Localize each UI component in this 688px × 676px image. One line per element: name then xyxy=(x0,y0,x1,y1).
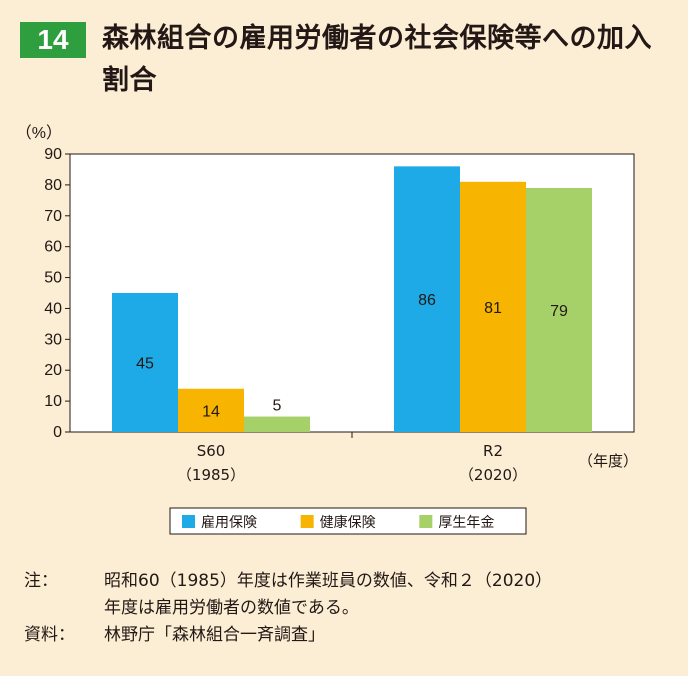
y-axis-unit: （%） xyxy=(16,124,62,142)
note-label: 注： xyxy=(24,571,58,591)
y-tick-label: 0 xyxy=(53,424,62,441)
bar xyxy=(526,187,592,432)
legend-box xyxy=(169,507,527,535)
note-text-line-1: 昭和60（1985）年度は作業班員の数値、令和２（2020） xyxy=(104,571,553,591)
x-category-sublabel: （1985） xyxy=(177,466,245,484)
y-tick-label: 90 xyxy=(44,146,62,163)
bar xyxy=(244,416,310,432)
bar xyxy=(460,181,526,432)
y-tick-label: 80 xyxy=(44,177,62,194)
y-tick-label: 60 xyxy=(44,239,62,256)
legend-label: 健康保険 xyxy=(320,514,376,531)
bar-value-label: 45 xyxy=(136,356,154,373)
chart-notes: 注： 昭和60（1985）年度は作業班員の数値、令和２（2020） 年度は雇用労… xyxy=(24,568,674,649)
y-tick-label: 50 xyxy=(44,270,62,287)
source-label: 資料： xyxy=(24,625,75,645)
bar-value-label: 5 xyxy=(273,398,282,415)
y-tick-label: 30 xyxy=(44,331,62,348)
bar-chart: 0 10 20 30 40 50 60 70 80 90 （%） 45 14 5 S60 （1985） 86 81… xyxy=(16,124,638,535)
x-category-label: S60 xyxy=(197,442,226,460)
note-row: 注： 昭和60（1985）年度は作業班員の数値、令和２（2020） xyxy=(24,568,674,595)
legend-swatch xyxy=(419,515,433,528)
bar-value-label: 86 xyxy=(418,292,436,309)
legend-label: 雇用保険 xyxy=(201,514,257,531)
source-text: 林野庁「森林組合一斉調査」 xyxy=(104,625,325,645)
bar-value-label: 81 xyxy=(484,300,502,317)
y-tick-label: 70 xyxy=(44,208,62,225)
note-text-line-2: 年度は雇用労働者の数値である。 xyxy=(104,598,359,618)
chart-title: 森林組合の雇用労働者の社会保険等への加入割合 xyxy=(102,23,652,96)
bar xyxy=(178,388,244,432)
bar-value-label: 79 xyxy=(550,303,568,320)
x-category-sublabel: （2020） xyxy=(459,466,527,484)
bar xyxy=(112,293,178,432)
y-tick-label: 20 xyxy=(44,362,62,379)
legend-swatch xyxy=(182,515,195,528)
figure-number-badge: 14 xyxy=(20,22,86,58)
legend-swatch xyxy=(300,515,314,528)
source-row: 資料： 林野庁「森林組合一斉調査」 xyxy=(24,622,674,649)
bar xyxy=(394,166,460,432)
y-tick-label: 40 xyxy=(44,300,62,317)
x-axis-unit: （年度） xyxy=(578,452,638,470)
y-tick-label: 10 xyxy=(44,393,62,410)
note-row-continued: 年度は雇用労働者の数値である。 xyxy=(24,595,674,622)
bar-value-label: 14 xyxy=(202,403,220,420)
legend-label: 厚生年金 xyxy=(438,515,494,531)
x-category-label: R2 xyxy=(483,442,503,460)
